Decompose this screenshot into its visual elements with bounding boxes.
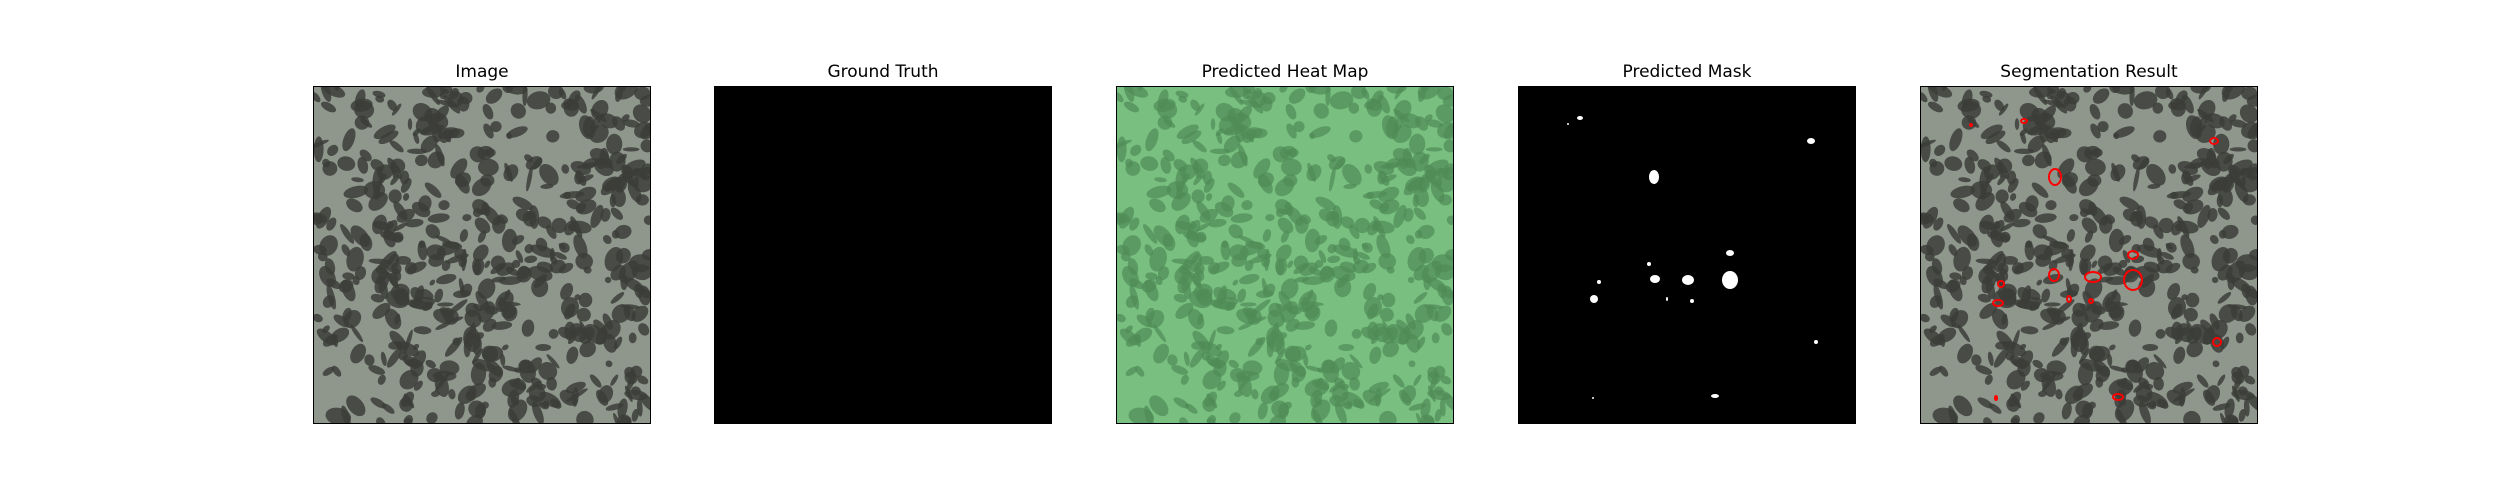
texture-blobs: [314, 87, 650, 423]
panel-segmentation-result: Segmentation Result: [1920, 62, 2258, 426]
segmentation-result-view: [1920, 86, 2258, 424]
image-view: [313, 86, 651, 424]
ground-truth-image: [715, 87, 1051, 423]
panel-title-segmentation-result: Segmentation Result: [2000, 62, 2178, 82]
predicted-mask-view: [1518, 86, 1856, 424]
image-background: [715, 87, 1051, 423]
heat-map-image: [1117, 87, 1453, 423]
defect-outlines: [1969, 118, 2222, 401]
texture-image: [314, 87, 650, 423]
panel-title-heat-map: Predicted Heat Map: [1201, 62, 1369, 82]
panel-title-ground-truth: Ground Truth: [827, 62, 939, 82]
mask-regions: [1567, 116, 1818, 399]
predicted-mask-image: [1519, 87, 1855, 423]
ground-truth-view: [714, 86, 1052, 424]
panel-image: Image: [313, 62, 651, 426]
panel-title-image: Image: [455, 62, 509, 82]
texture-blobs: [1117, 87, 1453, 423]
image-background: [1519, 87, 1855, 423]
panel-heat-map: Predicted Heat Map: [1116, 62, 1454, 426]
segmentation-result-image: [1921, 87, 2257, 423]
panel-title-predicted-mask: Predicted Mask: [1622, 62, 1752, 82]
texture-blobs: [1921, 87, 2257, 423]
heat-map-view: [1116, 86, 1454, 424]
panel-predicted-mask: Predicted Mask: [1518, 62, 1856, 426]
panel-ground-truth: Ground Truth: [714, 62, 1052, 426]
